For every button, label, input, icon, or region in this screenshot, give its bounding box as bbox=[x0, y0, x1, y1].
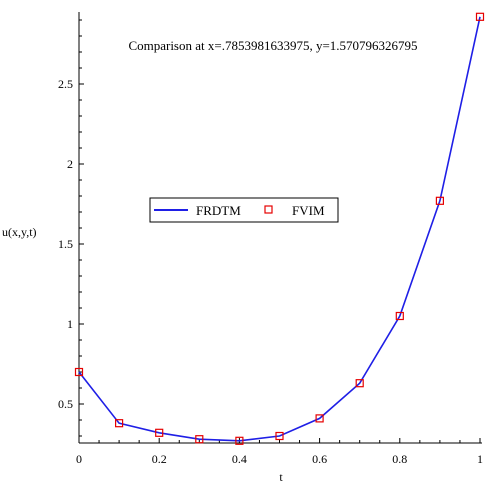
legend: FRDTM FVIM bbox=[149, 197, 339, 223]
x-tick-label: 1 bbox=[477, 452, 483, 466]
legend-label-fvim: FVIM bbox=[292, 203, 325, 218]
x-tick-label: 0.2 bbox=[152, 452, 167, 466]
series-layer bbox=[74, 12, 485, 445]
data-point-fvim bbox=[275, 431, 284, 441]
data-point-fvim bbox=[435, 196, 444, 205]
series-line-frdtm bbox=[78, 16, 481, 442]
data-point-fvim bbox=[114, 419, 124, 428]
data-point-fvim bbox=[195, 435, 204, 444]
ticks: 0 0.2 0.4 0.6 0.8 1 0.5 1 1.5 2 2.5 bbox=[58, 19, 483, 466]
x-tick-label: 0.6 bbox=[312, 452, 327, 466]
chart-title: Comparison at x=.7853981633975, y=1.5707… bbox=[128, 38, 417, 53]
y-tick-label: 1.5 bbox=[58, 237, 73, 251]
x-tick-label: 0.4 bbox=[232, 452, 247, 466]
y-axis-label: u(x,y,t) bbox=[2, 225, 37, 239]
data-point-fvim bbox=[395, 311, 404, 321]
data-point-fvim bbox=[355, 379, 364, 388]
y-tick-label: 2.5 bbox=[58, 77, 73, 91]
x-tick-label: 0.8 bbox=[392, 452, 407, 466]
legend-marker-fvim bbox=[264, 205, 273, 214]
data-point-fvim bbox=[235, 436, 244, 445]
data-point-fvim bbox=[475, 12, 485, 21]
data-point-fvim bbox=[155, 428, 164, 437]
x-axis-label: t bbox=[279, 470, 283, 484]
axes bbox=[78, 12, 482, 444]
x-tick-label: 0 bbox=[76, 452, 82, 466]
data-point-fvim bbox=[74, 367, 84, 377]
y-tick-label: 0.5 bbox=[58, 397, 73, 411]
data-point-fvim bbox=[315, 414, 324, 423]
legend-label-frdtm: FRDTM bbox=[196, 203, 241, 218]
y-tick-label: 1 bbox=[67, 317, 73, 331]
y-tick-label: 2 bbox=[67, 157, 73, 171]
